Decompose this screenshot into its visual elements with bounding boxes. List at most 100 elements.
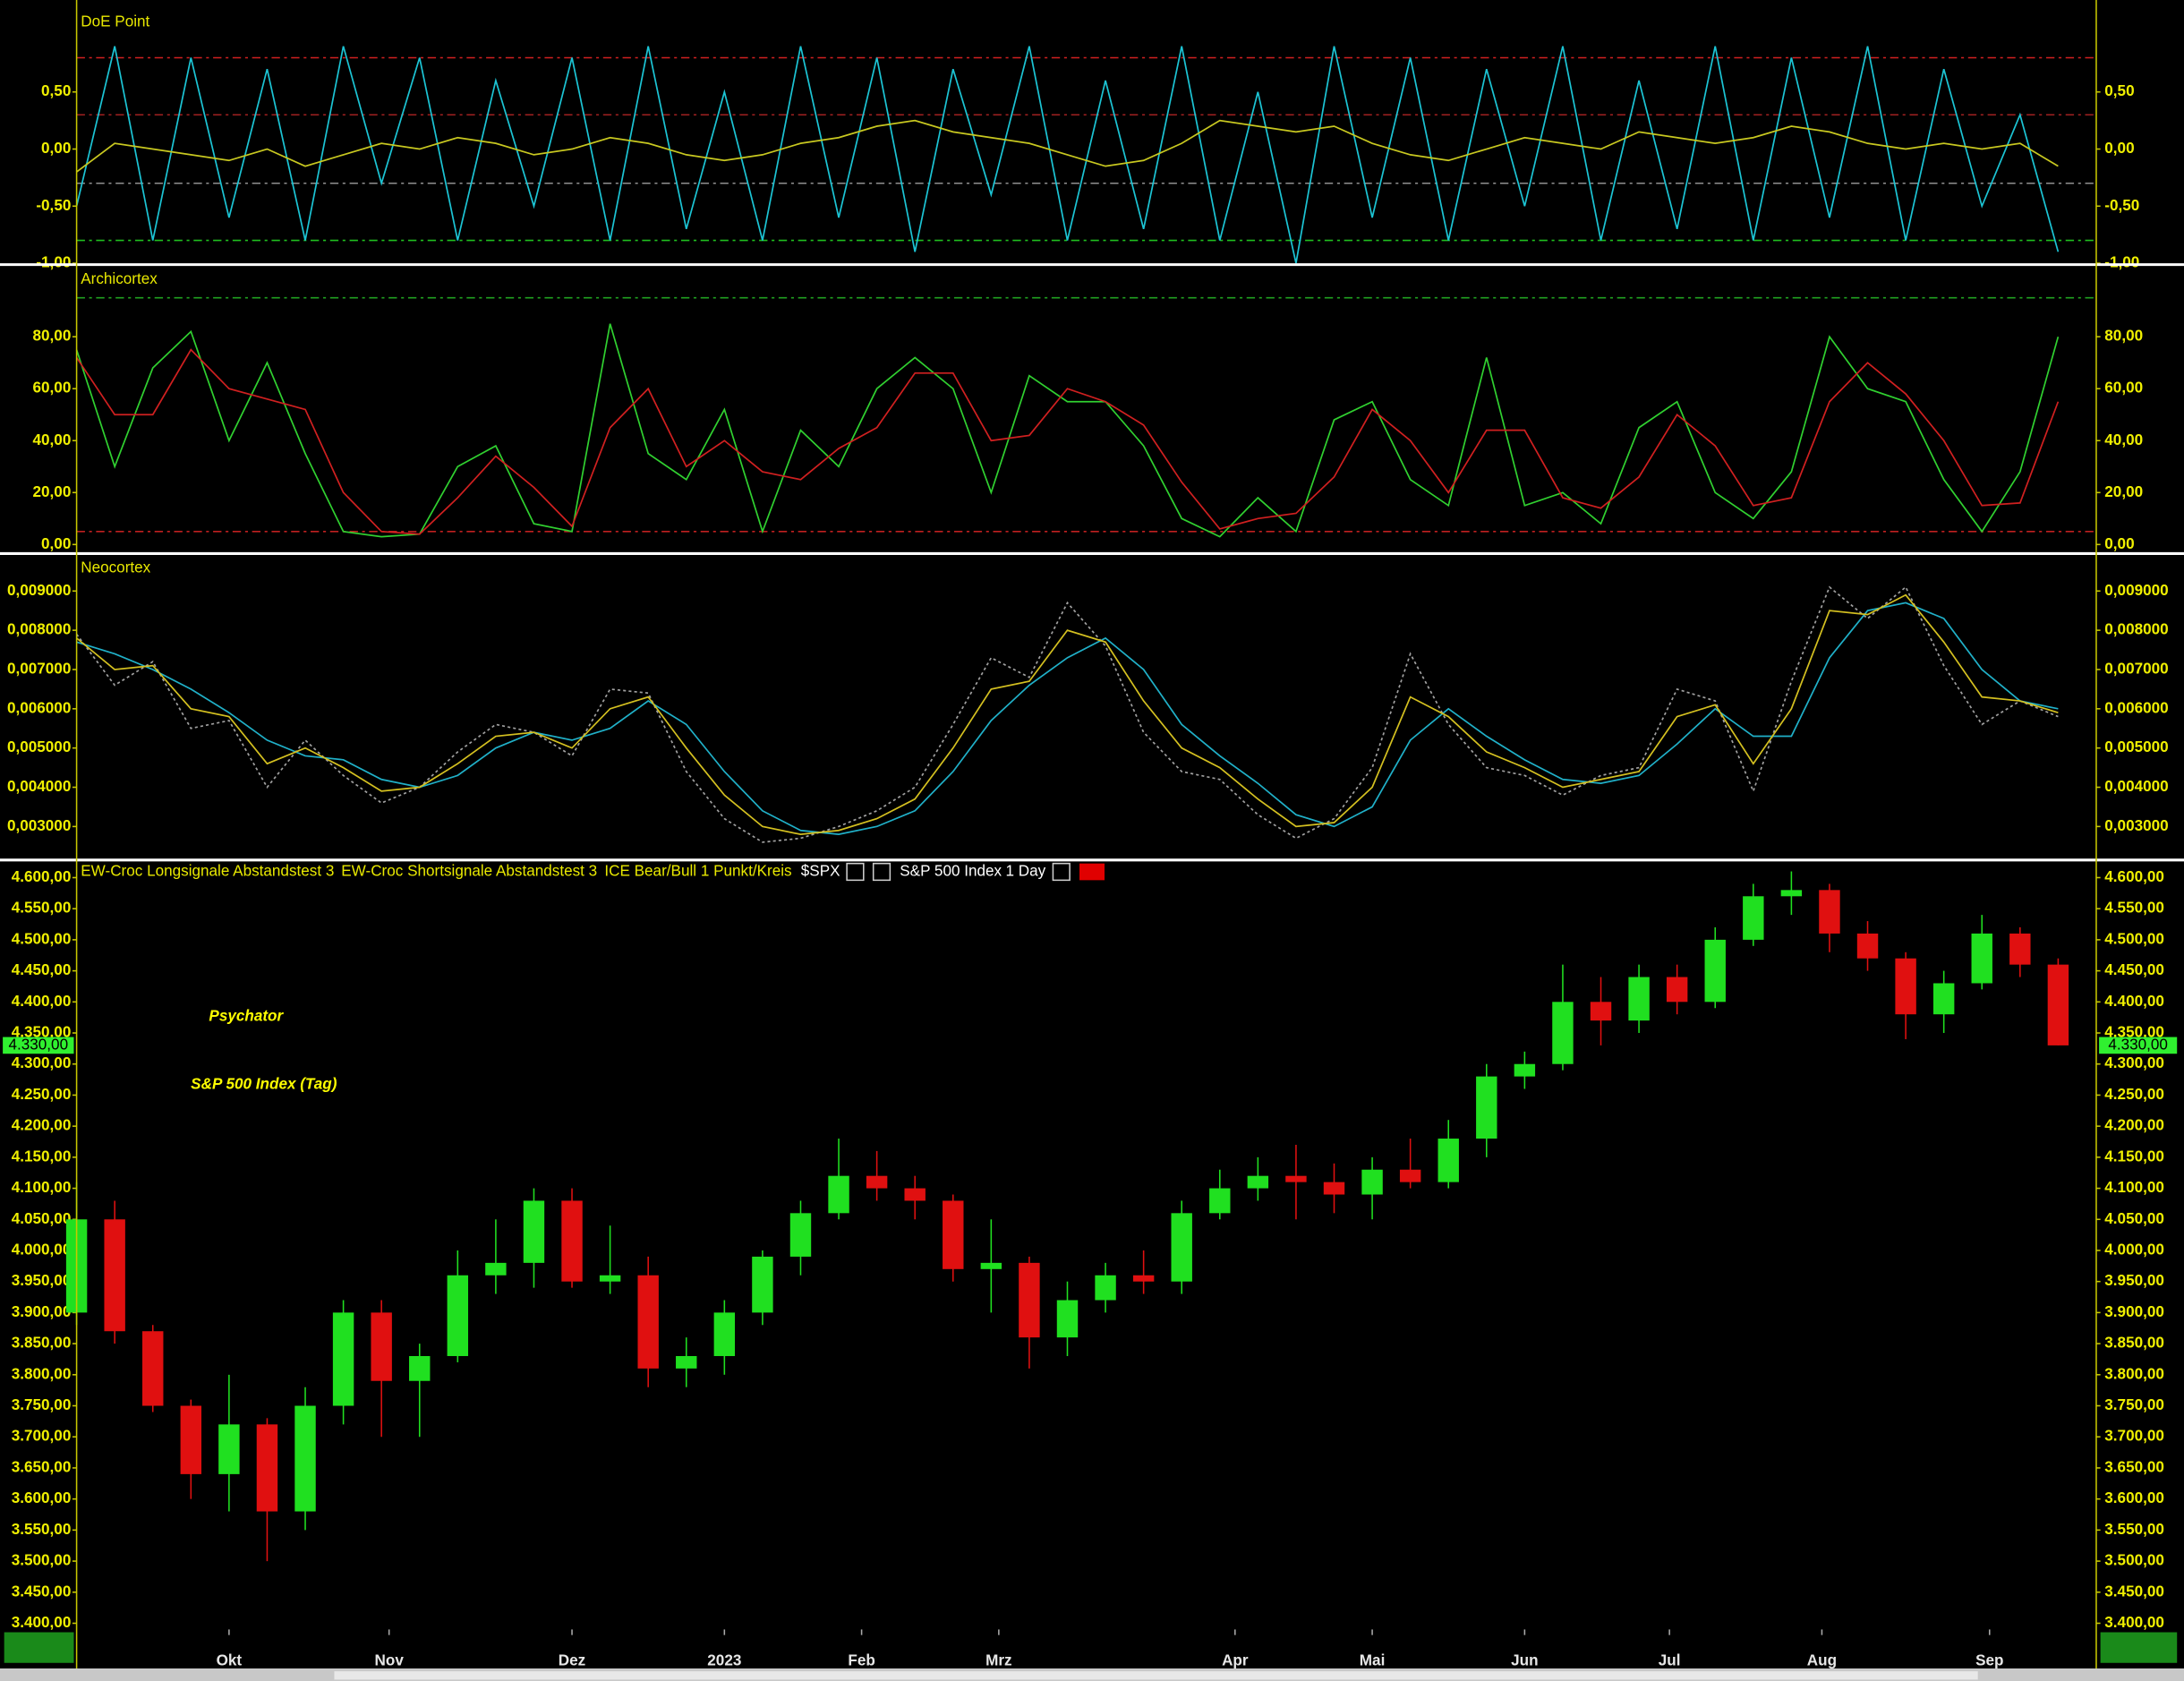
x-tick-label: Feb bbox=[848, 1652, 874, 1669]
y-tick-label: 0,00 bbox=[41, 535, 71, 552]
y2-tick-label: 0,003000 bbox=[2104, 817, 2168, 834]
period-dropdown[interactable] bbox=[872, 862, 892, 882]
x-tick-label: Apr bbox=[1222, 1652, 1249, 1669]
y-tick-label: 0,004000 bbox=[7, 778, 71, 795]
candle-body bbox=[561, 1200, 583, 1282]
panel-title: Neocortex bbox=[81, 559, 150, 576]
series-line bbox=[76, 119, 2059, 173]
x-tick-label: Mrz bbox=[985, 1652, 1011, 1669]
candle-body bbox=[713, 1312, 736, 1356]
y-tick-label: 4.450,00 bbox=[12, 961, 72, 978]
candle-body bbox=[371, 1312, 392, 1381]
y-tick-label: 4.550,00 bbox=[12, 900, 72, 917]
y-tick-label: 0,007000 bbox=[7, 660, 71, 677]
y-tick-label: 4.400,00 bbox=[12, 993, 72, 1010]
x-tick-label: Dez bbox=[559, 1652, 585, 1669]
y-tick-label: 4.600,00 bbox=[12, 868, 72, 885]
candle-body bbox=[1476, 1076, 1497, 1139]
y2-tick-label: 4.450,00 bbox=[2104, 961, 2164, 978]
candle-body bbox=[142, 1331, 164, 1406]
y-tick-label: 4.350,00 bbox=[12, 1024, 72, 1041]
candle-body bbox=[1132, 1275, 1155, 1282]
y-tick-label: 4.250,00 bbox=[12, 1086, 72, 1103]
y-tick-label: 60,00 bbox=[33, 380, 72, 397]
y2-tick-label: 3.600,00 bbox=[2104, 1489, 2164, 1506]
y-tick-label: 3.600,00 bbox=[12, 1489, 72, 1506]
series-line bbox=[75, 323, 2060, 538]
candle-body bbox=[1438, 1139, 1459, 1182]
y2-tick-label: 4.000,00 bbox=[2104, 1241, 2164, 1258]
series-line bbox=[75, 585, 2059, 843]
header-item: $SPX bbox=[801, 863, 840, 880]
x-tick-label: 2023 bbox=[707, 1652, 741, 1669]
symbol-dropdown[interactable] bbox=[846, 862, 865, 882]
y-tick-label: 3.950,00 bbox=[12, 1272, 72, 1289]
candle-body bbox=[1666, 977, 1688, 1003]
candle-body bbox=[1780, 890, 1803, 897]
y2-tick-label: 4.250,00 bbox=[2104, 1086, 2164, 1103]
y-tick-label: 4.000,00 bbox=[12, 1241, 72, 1258]
last-price-box bbox=[3, 1037, 74, 1054]
candle-body bbox=[447, 1275, 469, 1356]
y2-tick-label: 3.750,00 bbox=[2104, 1396, 2164, 1413]
y2-tick-label: 0,005000 bbox=[2104, 738, 2168, 755]
interval-dropdown[interactable] bbox=[1052, 862, 1071, 882]
candle-body bbox=[1590, 1002, 1612, 1021]
y-tick-label: 4.300,00 bbox=[12, 1054, 72, 1071]
y-tick-label: 4.200,00 bbox=[12, 1117, 72, 1134]
y2-tick-label: 4.500,00 bbox=[2104, 930, 2164, 947]
y2-tick-label: 3.850,00 bbox=[2104, 1335, 2164, 1352]
y2-tick-label: 4.300,00 bbox=[2104, 1054, 2164, 1071]
record-button[interactable] bbox=[1079, 863, 1105, 881]
last-price-label: 4.330,00 bbox=[2108, 1036, 2168, 1053]
series-line bbox=[76, 602, 2059, 836]
candle-body bbox=[1056, 1300, 1079, 1338]
candle-body bbox=[1247, 1175, 1269, 1189]
y2-tick-label: 3.500,00 bbox=[2104, 1552, 2164, 1569]
candle-body bbox=[256, 1424, 278, 1512]
y2-tick-label: 3.400,00 bbox=[2104, 1614, 2164, 1631]
candle-body bbox=[789, 1213, 812, 1257]
y-tick-label: 3.850,00 bbox=[12, 1335, 72, 1352]
y2-tick-label: 4.400,00 bbox=[2104, 993, 2164, 1010]
candle-body bbox=[2009, 933, 2031, 965]
candle-body bbox=[1171, 1213, 1192, 1282]
candle-body bbox=[904, 1188, 926, 1201]
x-tick-label: Okt bbox=[217, 1652, 243, 1669]
header-item: EW-Croc Longsignale Abstandstest 3 bbox=[81, 863, 334, 880]
candle-body bbox=[1704, 939, 1726, 1003]
y2-tick-label: 4.350,00 bbox=[2104, 1024, 2164, 1041]
y-tick-label: 3.450,00 bbox=[12, 1583, 72, 1600]
candle-body bbox=[599, 1275, 621, 1282]
scroll-thumb[interactable] bbox=[334, 1671, 1978, 1680]
candle-body bbox=[1019, 1262, 1040, 1338]
y2-tick-label: 4.100,00 bbox=[2104, 1179, 2164, 1196]
candle-body bbox=[1285, 1175, 1307, 1182]
y2-tick-label: 40,00 bbox=[2104, 431, 2143, 448]
candle-body bbox=[676, 1355, 697, 1369]
candle-body bbox=[218, 1424, 240, 1474]
last-price-label: 4.330,00 bbox=[8, 1036, 68, 1053]
x-tick-label: Aug bbox=[1807, 1652, 1837, 1669]
candle-body bbox=[523, 1200, 545, 1263]
panel-title: Archicortex bbox=[81, 270, 158, 287]
x-tick-label: Mai bbox=[1360, 1652, 1386, 1669]
y-tick-label: 3.700,00 bbox=[12, 1428, 72, 1445]
y2-tick-label: 3.650,00 bbox=[2104, 1458, 2164, 1475]
y-tick-label: 3.800,00 bbox=[12, 1365, 72, 1382]
candle-body bbox=[1856, 933, 1879, 959]
y-tick-label: 4.100,00 bbox=[12, 1179, 72, 1196]
y2-tick-label: 3.700,00 bbox=[2104, 1428, 2164, 1445]
header-item: S&P 500 Index bbox=[900, 863, 1002, 880]
y-tick-label: 0,005000 bbox=[7, 738, 71, 755]
y2-tick-label: 4.200,00 bbox=[2104, 1117, 2164, 1134]
y2-tick-label: 3.800,00 bbox=[2104, 1365, 2164, 1382]
y2-tick-label: 3.450,00 bbox=[2104, 1583, 2164, 1600]
y2-tick-label: 4.150,00 bbox=[2104, 1148, 2164, 1165]
y-tick-label: 4.050,00 bbox=[12, 1210, 72, 1227]
y-tick-label: 0,003000 bbox=[7, 817, 71, 834]
y-tick-label: 4.150,00 bbox=[12, 1148, 72, 1165]
y2-tick-label: 0,00 bbox=[2104, 140, 2134, 157]
y-tick-label: 3.400,00 bbox=[12, 1614, 72, 1631]
